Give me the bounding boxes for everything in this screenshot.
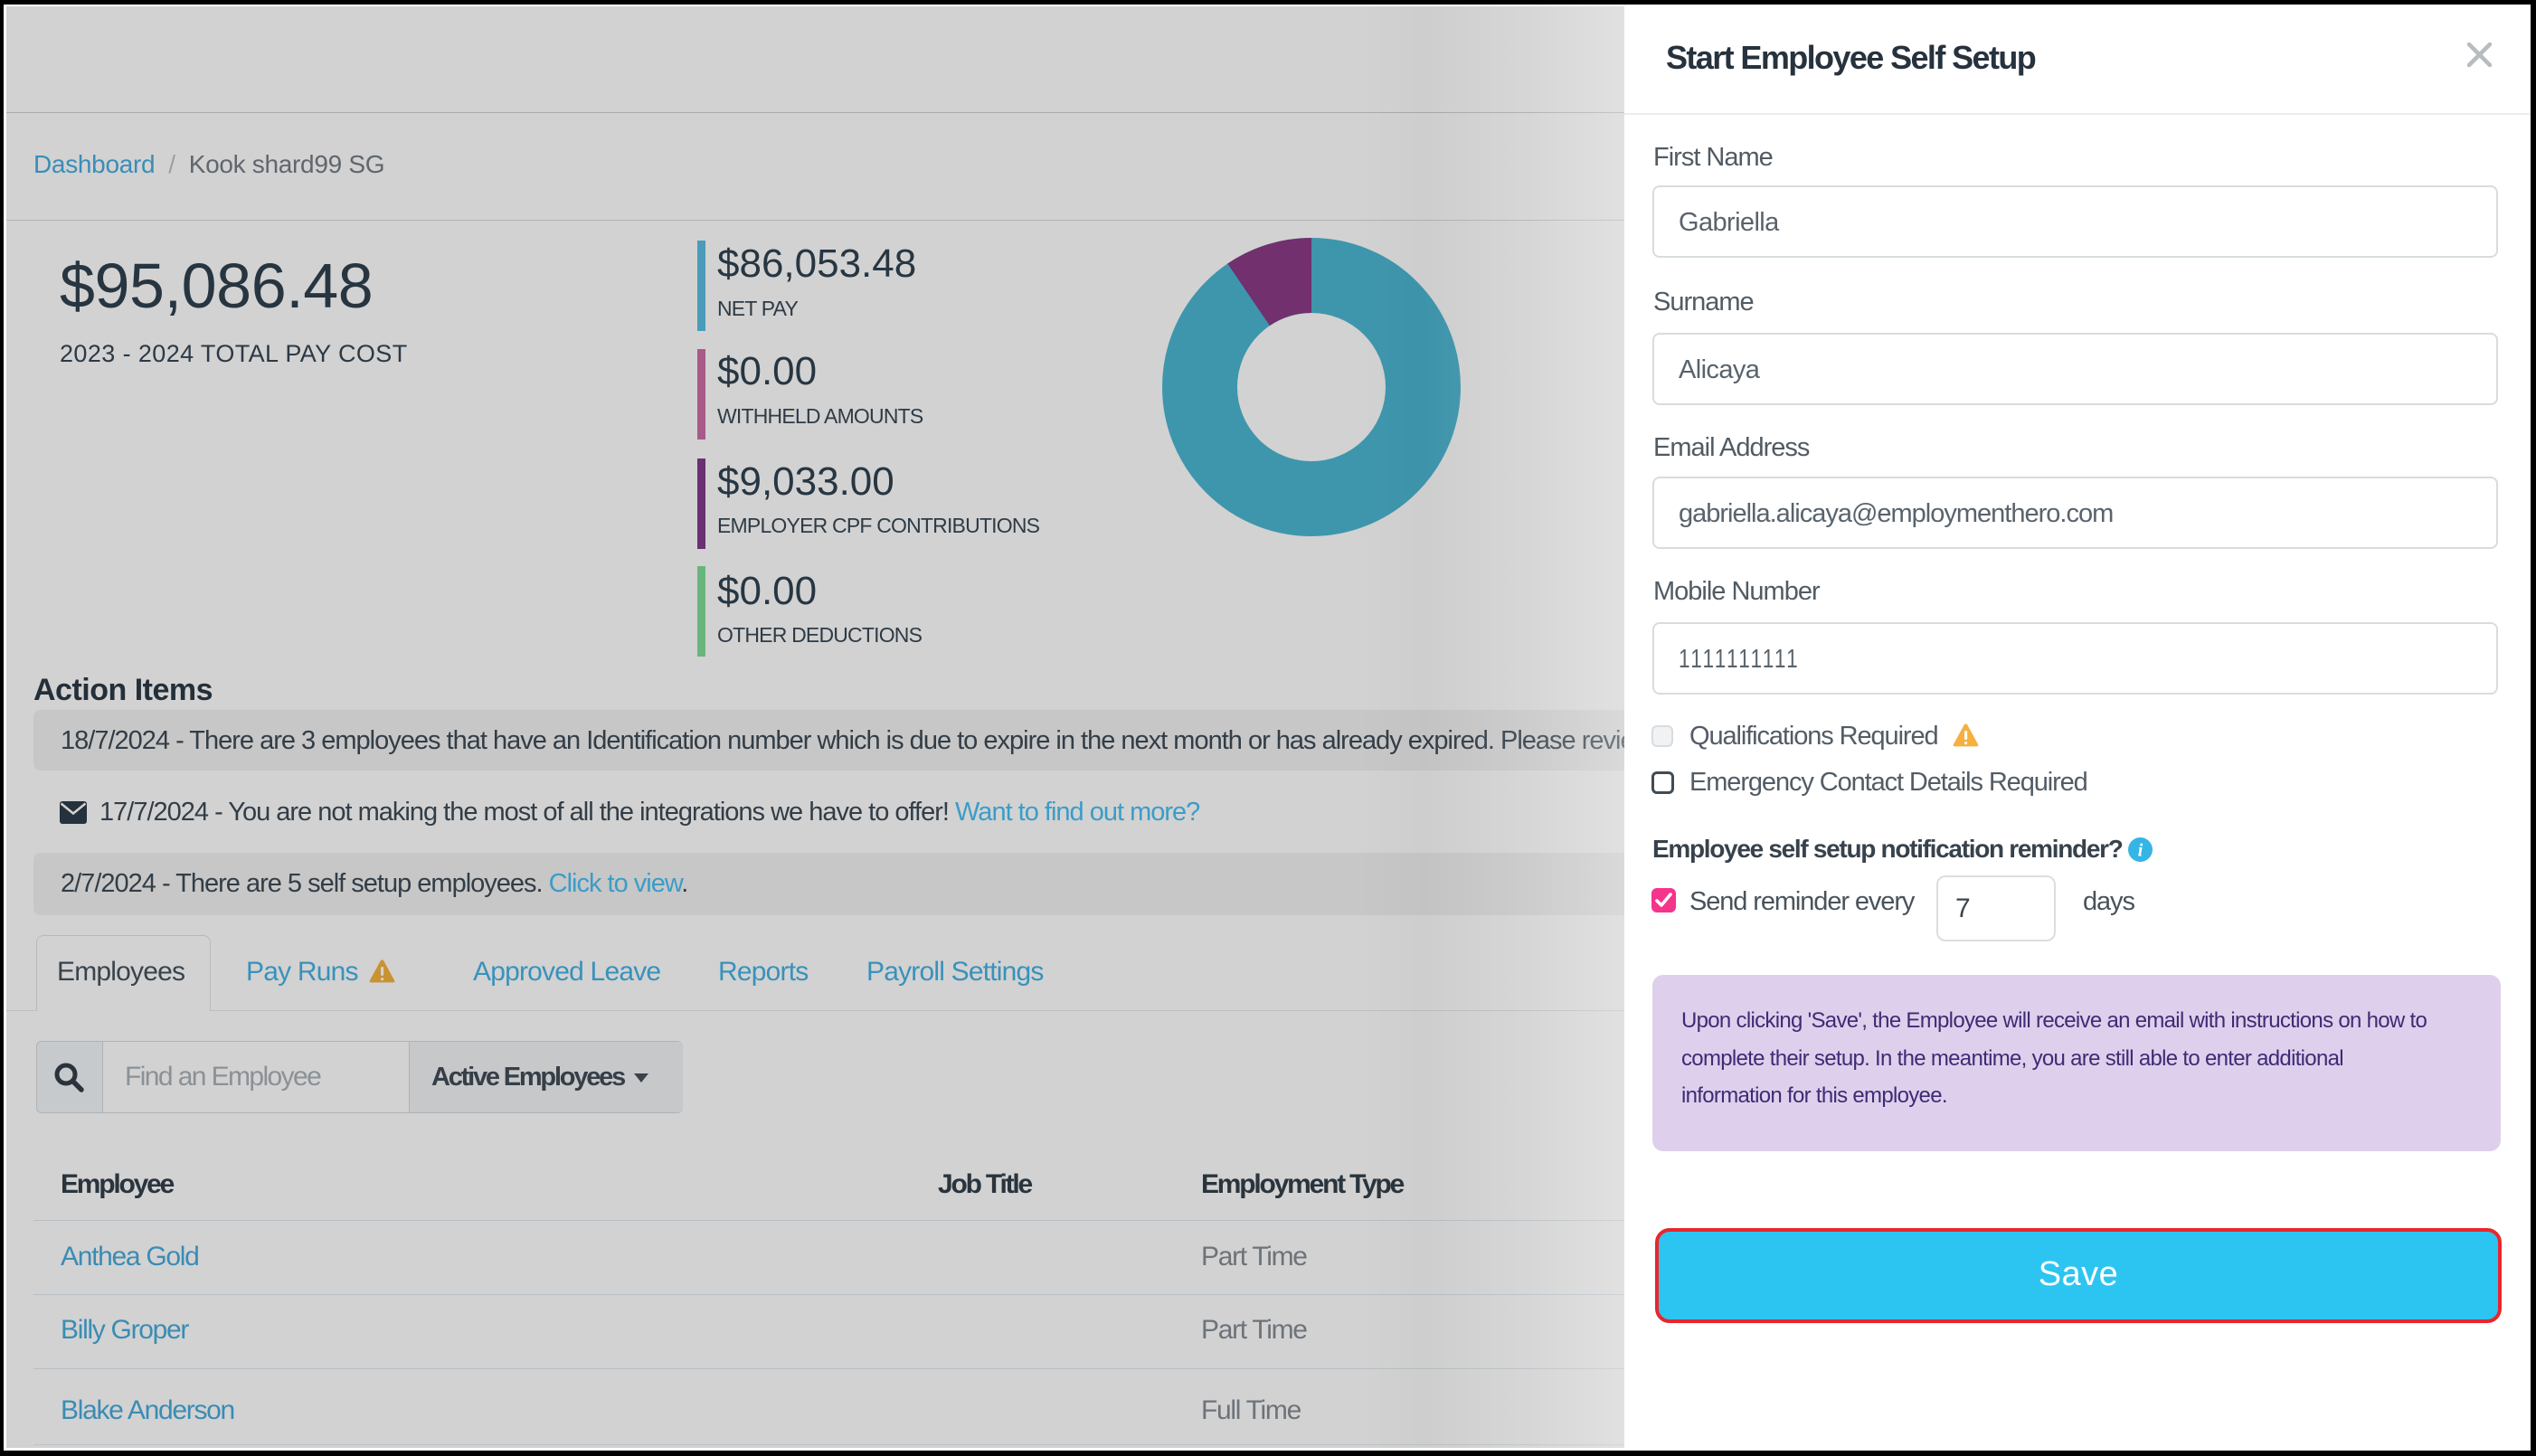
svg-text:i: i: [2138, 841, 2143, 861]
